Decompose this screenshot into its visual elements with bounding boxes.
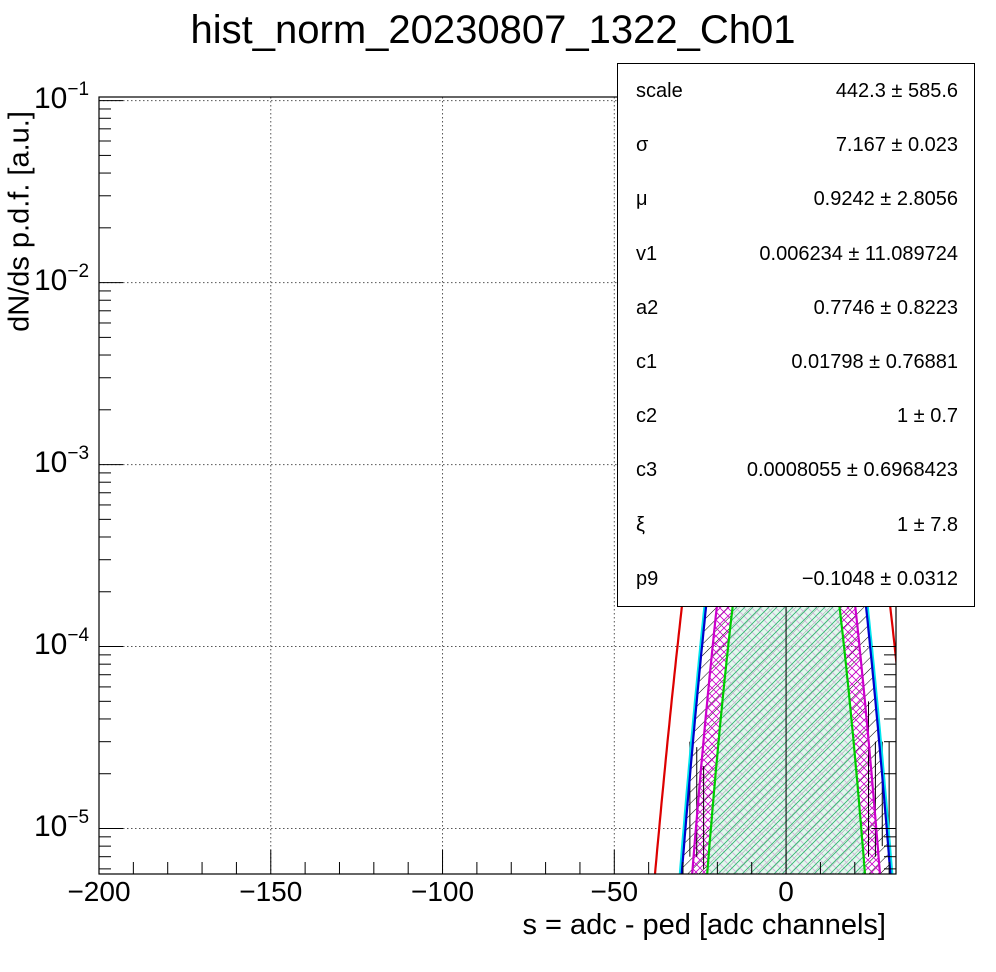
y-axis-label: dN/ds p.d.f. [a.u.] — [3, 111, 36, 332]
stats-param-value: 1 ± 0.7 — [896, 405, 958, 428]
x-tick-label: −150 — [239, 876, 303, 907]
stats-param-name: a2 — [636, 296, 659, 319]
stats-row: v1 0.006234 ± 11.089724 — [618, 243, 974, 273]
y-tick-label: 10−3 — [34, 442, 90, 479]
stats-param-value: 7.167 ± 0.023 — [835, 134, 958, 157]
x-tick-label: −50 — [590, 876, 639, 907]
stats-param-name: c3 — [636, 459, 658, 482]
stats-param-name: μ — [636, 188, 648, 211]
stats-box: scale 442.3 ± 585.6 σ 7.167 ± 0.023 μ 0.9242 … — [617, 63, 975, 607]
stats-param-name: c1 — [636, 351, 658, 373]
stats-param-name: v1 — [636, 242, 658, 265]
stats-param-name: σ — [636, 134, 649, 157]
y-tick-label: 10−5 — [34, 806, 90, 843]
stats-row: μ 0.9242 ± 2.8056 — [618, 188, 974, 218]
chart-title: hist_norm_20230807_1322_Ch01 — [190, 8, 796, 52]
x-tick-label: −200 — [67, 876, 131, 907]
stats-param-value: −0.1048 ± 0.0312 — [801, 567, 958, 590]
stats-row: σ 7.167 ± 0.023 — [618, 134, 974, 164]
stats-row: c1 0.01798 ± 0.76881 — [618, 351, 974, 381]
stats-row: scale 442.3 ± 585.6 — [618, 80, 974, 110]
y-tick-label: 10−1 — [34, 78, 90, 115]
stats-row: c2 1 ± 0.7 — [618, 405, 974, 435]
stats-param-value: 442.3 ± 585.6 — [835, 80, 958, 102]
stats-param-value: 0.7746 ± 0.8223 — [813, 296, 958, 319]
stats-param-value: 0.006234 ± 11.089724 — [759, 242, 958, 265]
y-tick-label: 10−4 — [34, 624, 90, 661]
stats-param-value: 0.0008055 ± 0.6968423 — [746, 459, 958, 482]
stats-param-name: p9 — [636, 567, 659, 590]
stats-param-name: c2 — [636, 405, 658, 428]
stats-param-value: 0.9242 ± 2.8056 — [813, 188, 958, 211]
stats-row: p9 −0.1048 ± 0.0312 — [618, 568, 974, 598]
y-tick-label: 10−2 — [34, 260, 90, 297]
stats-param-value: 1 ± 7.8 — [896, 513, 958, 536]
stats-param-value: 0.01798 ± 0.76881 — [791, 351, 958, 373]
x-axis-label: s = adc - ped [adc channels] — [522, 909, 886, 941]
stats-row: a2 0.7746 ± 0.8223 — [618, 297, 974, 327]
x-tick-label: 0 — [778, 876, 794, 907]
stats-param-name: scale — [636, 80, 683, 102]
stats-row: c3 0.0008055 ± 0.6968423 — [618, 459, 974, 489]
stats-param-name: ξ — [636, 513, 645, 536]
x-tick-label: −100 — [410, 876, 475, 907]
stats-row: ξ 1 ± 7.8 — [618, 514, 974, 544]
